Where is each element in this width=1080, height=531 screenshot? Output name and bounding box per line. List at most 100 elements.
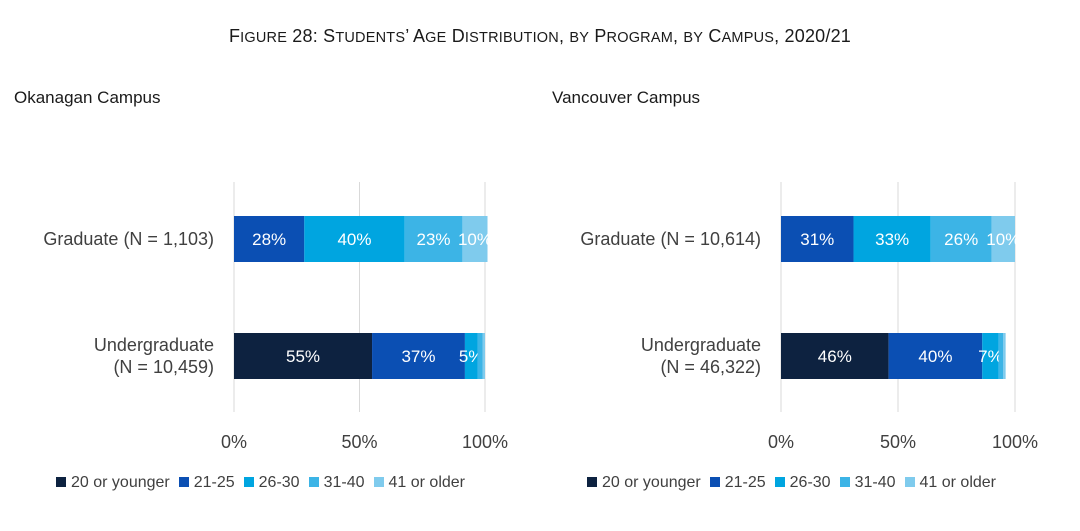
vancouver-panel: Vancouver Campus 31% 33% 26% 10% Graduate (N… <box>540 0 1080 531</box>
bar-data-label: 10% <box>986 230 1020 249</box>
legend-label: 41 or older <box>388 474 466 491</box>
bar-segment <box>404 216 463 262</box>
legend-label: 26-30 <box>789 474 831 491</box>
okanagan-chart: 28% 40% 23% 10% Graduate (N = 1,103) 55% 37% 5%… <box>43 182 508 452</box>
figure-title-part: ISTRIBUTION <box>464 30 559 46</box>
bar-segment <box>482 333 485 379</box>
legend-label: 31-40 <box>323 474 365 491</box>
bar-segment <box>781 333 889 379</box>
legend-item: 21-25 <box>178 474 235 492</box>
figure-title-part: F <box>228 26 241 46</box>
legend-item: 21-25 <box>709 474 766 492</box>
category-label: Undergraduate <box>641 335 761 355</box>
figure-title-part: , <box>558 26 570 46</box>
figure-title: FIGURE 28: STUDENTS’ AGE DISTRIBUTION, B… <box>0 26 1080 47</box>
bar-data-label: 55% <box>286 347 320 366</box>
okanagan-panel: Okanagan Campus 28% 40% 23% 10% Graduate (N … <box>14 88 508 492</box>
bar-segment <box>372 333 465 379</box>
figure-title-part: P <box>589 26 607 46</box>
figure-title-part: TUDENTS <box>335 30 406 46</box>
figure-title-part: , <box>673 26 684 46</box>
figure-title-part: 28: S <box>287 26 336 46</box>
category-label: Graduate (N = 10,614) <box>580 229 761 249</box>
bar-data-label: 33% <box>875 230 909 249</box>
bar-segment <box>991 216 1015 262</box>
legend-item: 41 or older <box>373 474 466 492</box>
figure-title-part: AMPUS <box>721 30 775 46</box>
legend-swatch <box>774 477 785 487</box>
okanagan-legend: 20 or younger 21-25 26-30 31-40 41 or older <box>56 474 474 492</box>
legend-item: 31-40 <box>839 474 896 492</box>
legend-swatch <box>243 477 254 487</box>
figure-title-part: ROGRAM <box>606 30 673 46</box>
legend-item: 20 or younger <box>587 474 701 492</box>
bar-segment <box>781 216 854 262</box>
legend-item: 26-30 <box>774 474 831 492</box>
legend-label: 21-25 <box>193 474 235 491</box>
bar-data-label: 5% <box>459 347 484 366</box>
legend-swatch <box>709 477 720 487</box>
figure-title-part: , 2020/21 <box>774 26 852 46</box>
legend-swatch <box>587 477 597 487</box>
category-label: Graduate (N = 1,103) <box>43 229 214 249</box>
x-tick-label: 50% <box>880 432 916 452</box>
x-tick-label: 0% <box>221 432 247 452</box>
figure-title-part: D <box>446 26 465 46</box>
bar-segment <box>462 216 488 262</box>
bar-segment <box>234 333 373 379</box>
legend-label: 20 or younger <box>71 474 170 491</box>
legend-item: 41 or older <box>904 474 997 492</box>
bar-data-label: 37% <box>401 347 435 366</box>
bar-segment <box>982 333 999 379</box>
category-label: (N = 10,459) <box>113 357 214 377</box>
legend-swatch <box>904 477 915 487</box>
bar-segment <box>853 216 931 262</box>
vancouver-title: Vancouver Campus <box>552 88 701 107</box>
bar-data-label: 26% <box>944 230 978 249</box>
x-tick-label: 50% <box>341 432 377 452</box>
bar-data-label: 46% <box>818 347 852 366</box>
bar-segment <box>930 216 992 262</box>
figure-title-part: GE <box>425 30 447 46</box>
legend-item: 20 or younger <box>56 474 170 492</box>
bar-data-label: 31% <box>800 230 834 249</box>
bar-segment <box>888 333 983 379</box>
bar-segment <box>1003 333 1006 379</box>
figure-title-part: BY <box>683 30 704 46</box>
bar-data-label: 23% <box>417 230 451 249</box>
bar-segment <box>477 333 483 379</box>
bar-data-label: 10% <box>458 230 492 249</box>
legend-swatch <box>56 477 66 487</box>
figure-title-part: ’ A <box>405 26 426 46</box>
bar-data-label: 40% <box>918 347 952 366</box>
bar-data-label: 40% <box>337 230 371 249</box>
legend-label: 26-30 <box>258 474 300 491</box>
legend-label: 20 or younger <box>602 474 701 491</box>
bar-data-label: 7% <box>978 347 1003 366</box>
legend-item: 26-30 <box>243 474 300 492</box>
legend-label: 21-25 <box>724 474 766 491</box>
bar-segment <box>304 216 405 262</box>
bar-segment <box>234 216 305 262</box>
x-tick-label: 0% <box>768 432 794 452</box>
x-tick-label: 100% <box>462 432 508 452</box>
bar-segment <box>998 333 1004 379</box>
figure-title-part: C <box>703 26 722 46</box>
okanagan-title: Okanagan Campus <box>14 88 161 107</box>
vancouver-chart: 31% 33% 26% 10% Graduate (N = 10,614) 46% 40% 7… <box>580 182 1038 452</box>
legend-swatch <box>839 477 850 487</box>
legend-label: 41 or older <box>919 474 997 491</box>
vancouver-legend: 20 or younger 21-25 26-30 31-40 41 or older <box>587 474 1005 492</box>
category-label: Undergraduate <box>94 335 214 355</box>
figure-title-part: BY <box>569 30 590 46</box>
bar-data-label: 28% <box>252 230 286 249</box>
figure-title-part: IGURE <box>240 30 288 46</box>
legend-label: 31-40 <box>854 474 896 491</box>
x-tick-label: 100% <box>992 432 1038 452</box>
legend-swatch <box>178 477 189 487</box>
category-label: (N = 46,322) <box>660 357 761 377</box>
bar-segment <box>464 333 478 379</box>
legend-swatch <box>373 477 384 487</box>
legend-swatch <box>308 477 319 487</box>
legend-item: 31-40 <box>308 474 365 492</box>
